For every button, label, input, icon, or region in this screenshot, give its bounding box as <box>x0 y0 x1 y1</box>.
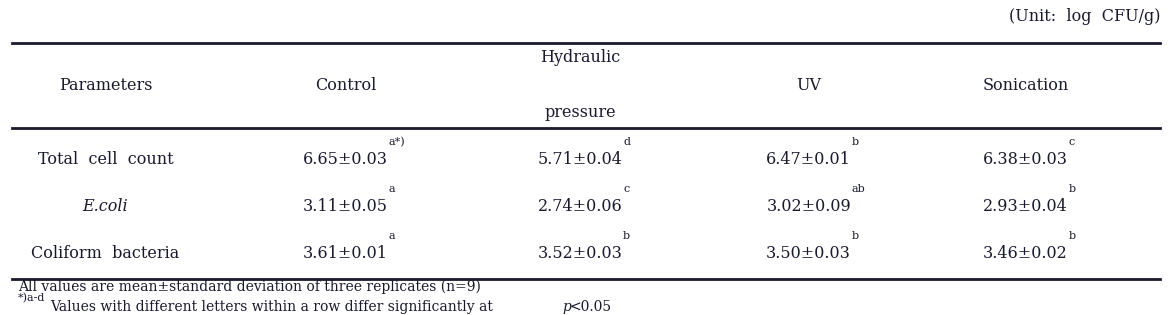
Text: 3.50±0.03: 3.50±0.03 <box>766 245 851 262</box>
Text: b: b <box>852 231 859 241</box>
Text: p: p <box>563 300 571 314</box>
Text: Parameters: Parameters <box>59 77 152 94</box>
Text: Coliform  bacteria: Coliform bacteria <box>32 245 179 262</box>
Text: b: b <box>624 231 631 241</box>
Text: 3.46±0.02: 3.46±0.02 <box>983 245 1068 262</box>
Text: b: b <box>852 137 859 147</box>
Text: 5.71±0.04: 5.71±0.04 <box>538 151 622 168</box>
Text: UV: UV <box>796 77 822 94</box>
Text: 2.74±0.06: 2.74±0.06 <box>538 198 622 215</box>
Text: *)a-d: *)a-d <box>18 293 45 303</box>
Text: 3.02±0.09: 3.02±0.09 <box>766 198 851 215</box>
Text: 3.52±0.03: 3.52±0.03 <box>538 245 622 262</box>
Text: ab: ab <box>852 184 865 194</box>
Text: Hydraulic: Hydraulic <box>540 49 620 66</box>
Text: c: c <box>1069 137 1075 147</box>
Text: a: a <box>389 231 395 241</box>
Text: (Unit:  log  CFU/g): (Unit: log CFU/g) <box>1009 8 1160 25</box>
Text: b: b <box>1069 231 1076 241</box>
Text: 6.47±0.01: 6.47±0.01 <box>766 151 851 168</box>
Text: c: c <box>624 184 629 194</box>
Text: b: b <box>1069 184 1076 194</box>
Text: d: d <box>624 137 631 147</box>
Text: All values are mean±standard deviation of three replicates (n=9): All values are mean±standard deviation o… <box>18 279 481 294</box>
Text: <0.05: <0.05 <box>570 300 612 314</box>
Text: a: a <box>389 184 395 194</box>
Text: Values with different letters within a row differ significantly at: Values with different letters within a r… <box>50 300 498 314</box>
Text: Control: Control <box>315 77 376 94</box>
Text: 6.38±0.03: 6.38±0.03 <box>983 151 1068 168</box>
Text: pressure: pressure <box>544 104 616 121</box>
Text: 2.93±0.04: 2.93±0.04 <box>983 198 1068 215</box>
Text: E.coli: E.coli <box>83 198 128 215</box>
Text: Total  cell  count: Total cell count <box>38 151 173 168</box>
Text: 6.65±0.03: 6.65±0.03 <box>304 151 388 168</box>
Text: 3.61±0.01: 3.61±0.01 <box>304 245 388 262</box>
Text: Sonication: Sonication <box>982 77 1069 94</box>
Text: 3.11±0.05: 3.11±0.05 <box>304 198 388 215</box>
Text: a*): a*) <box>389 137 406 147</box>
